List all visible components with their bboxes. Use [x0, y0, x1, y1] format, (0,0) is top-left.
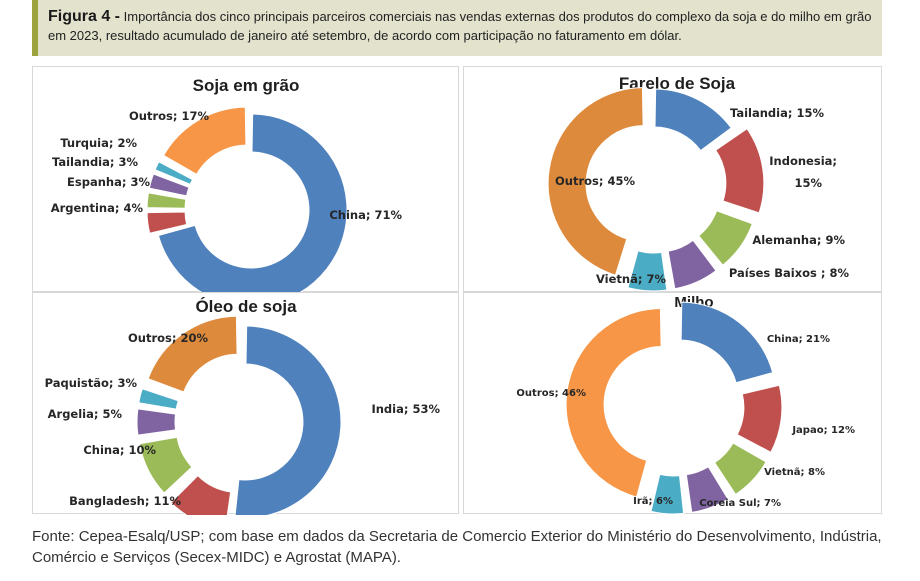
figure-caption-text: Importância dos cinco principais parceir…: [48, 9, 872, 43]
slice-label-argentina: Argentina; 4%: [51, 201, 144, 215]
chart-title-soja-em-grao: Soja em grão: [193, 76, 300, 95]
donut-slice-china: [680, 301, 774, 384]
donut-slice-outros: [565, 308, 662, 498]
slice-label-tailandia: Tailandia; 15%: [730, 106, 824, 120]
figure-caption-lead: Figura 4 -: [48, 8, 121, 25]
donut-slice-bangladesh: [170, 474, 232, 515]
donut-slice-vietna: [627, 250, 668, 292]
donut-slice-tailandia: [148, 173, 190, 197]
slice-label-tailandia: Tailandia; 3%: [52, 155, 138, 169]
slice-label-india: India; 53%: [371, 402, 440, 416]
chart-title-farelo-de-soja: Farelo de Soja: [619, 74, 736, 93]
slice-label-outros: Outros; 46%: [516, 388, 586, 399]
slice-label-paquistao: Paquistão; 3%: [45, 376, 138, 390]
slice-label-japao: Japao; 12%: [791, 425, 855, 436]
slice-label-indonesia: Indonesia; 15%: [769, 154, 837, 190]
slice-label-paises-baixos: Países Baixos ; 8%: [729, 266, 850, 280]
slice-label-outros: Outros; 20%: [128, 331, 208, 345]
donut-slice-ira: [650, 473, 685, 515]
source-note: Fonte: Cepea-Esalq/USP; com base em dado…: [32, 528, 882, 566]
donut-slice-turquia: [154, 161, 194, 185]
donut-slice-japao: [736, 384, 783, 453]
donut-slice-indonesia: [714, 128, 765, 214]
slice-label-argelia: Argelia; 5%: [48, 407, 123, 421]
slice-label-china: China; 10%: [83, 443, 156, 457]
donut-slice-outros: [162, 106, 247, 175]
donut-slice-argelia: [136, 408, 177, 436]
donut-slice-tailandia: [654, 88, 732, 152]
donut-slice-paquistao: [138, 388, 179, 410]
slice-label-outros: Outros; 17%: [129, 109, 209, 123]
donut-chart-soja-em-grao: Soja em grão China; 71% Argentina; 4% Espan…: [51, 76, 402, 293]
slice-label-espanha: Espanha; 3%: [67, 175, 150, 189]
slice-label-vietna: Vietnã; 7%: [596, 272, 666, 286]
donut-slice-outros: [547, 87, 644, 276]
slice-label-alemanha: Alemanha; 9%: [752, 233, 845, 247]
donut-slice-espanha: [146, 192, 187, 209]
figure-caption: Figura 4 - Importância dos cinco princip…: [32, 0, 882, 56]
chart-title-oleo-de-soja: Óleo de soja: [195, 297, 297, 316]
donut-slice-outros: [147, 315, 238, 393]
chart-panel-oleo-de-soja: Óleo de soja India; 53% Bangladesh; 11% Chi…: [32, 292, 459, 515]
donut-slice-paises-baixos: [667, 239, 717, 290]
donut-slice-argentina: [146, 211, 188, 234]
chart-panel-soja-em-grao: Soja em grão China; 71% Argentina; 4% Espan…: [32, 66, 459, 293]
donut-slice-china: [139, 436, 193, 494]
slice-label-china: China; 71%: [329, 208, 402, 222]
slice-label-ira: Irã; 6%: [633, 496, 673, 507]
donut-slice-vietna: [713, 442, 767, 496]
slice-label-vietna: Vietnã; 8%: [764, 467, 825, 478]
donut-slice-china: [157, 113, 348, 293]
donut-chart-farelo-de-soja: Farelo de Soja Tailandia; 15% Indonesia; 15…: [547, 74, 850, 292]
chart-panel-farelo-de-soja: Farelo de Soja Tailandia; 15% Indonesia; 15…: [463, 66, 882, 292]
donut-slice-alemanha: [698, 210, 753, 266]
donut-slice-india: [234, 325, 342, 515]
chart-panel-milho: Milho China; 21% Japao; 12% Vietnã; 8% Corei…: [463, 292, 882, 515]
slice-label-turquia: Turquia; 2%: [60, 136, 137, 150]
slice-label-outros: Outros; 45%: [555, 174, 635, 188]
slice-label-china: China; 21%: [767, 334, 830, 345]
donut-chart-oleo-de-soja: Óleo de soja India; 53% Bangladesh; 11% Chi…: [45, 297, 440, 515]
slice-label-bangladesh: Bangladesh; 11%: [69, 494, 181, 508]
slice-label-coreia-sul: Coreia Sul; 7%: [699, 498, 781, 509]
donut-slice-coreia-sul: [685, 466, 729, 513]
